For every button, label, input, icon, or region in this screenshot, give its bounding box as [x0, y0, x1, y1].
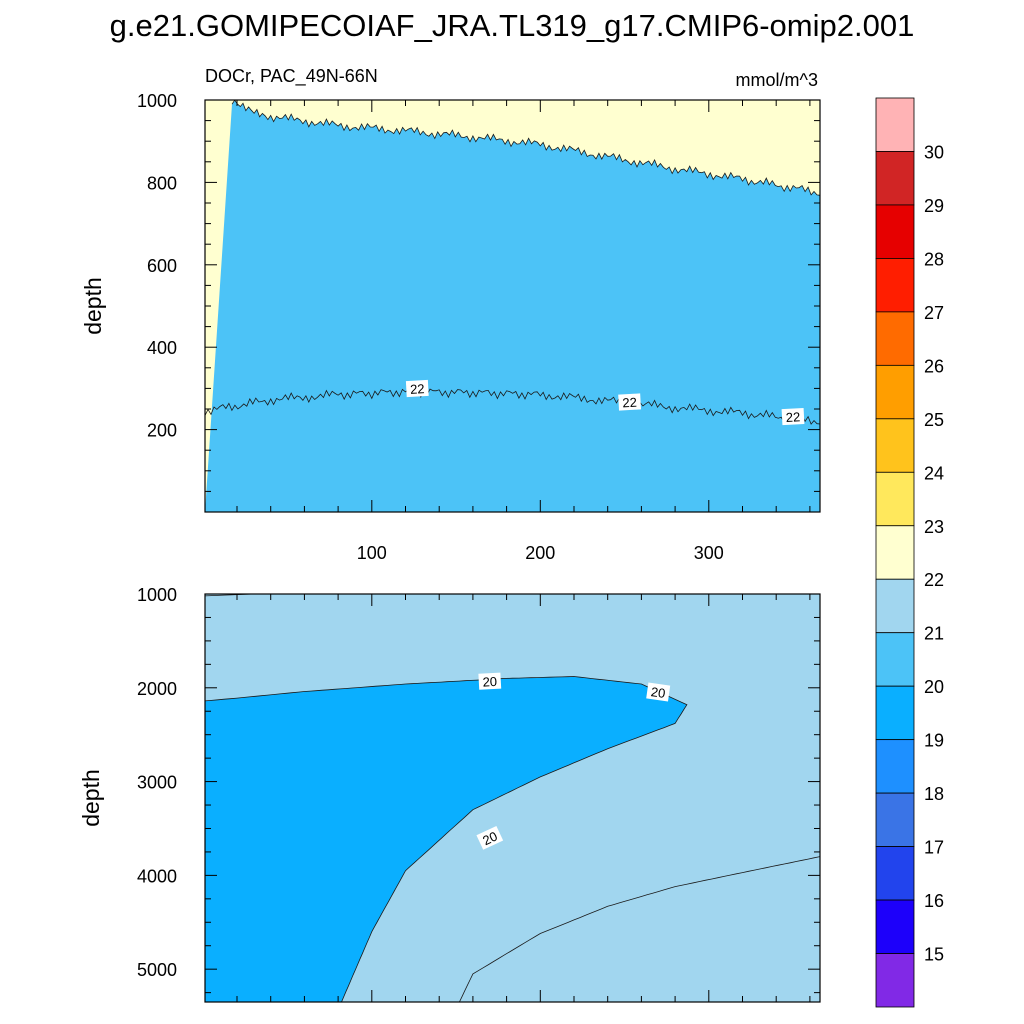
colorbar-label: 30 — [924, 142, 944, 162]
y-tick-label: 4000 — [137, 866, 177, 886]
colorbar-label: 21 — [924, 624, 944, 644]
lower-y-axis-label: depth — [78, 769, 104, 827]
colorbar-label: 20 — [924, 677, 944, 697]
colorbar-swatch — [875, 258, 915, 313]
y-tick-label: 800 — [147, 173, 177, 193]
colorbar-swatch — [875, 364, 915, 420]
contour-label-text: 20 — [482, 674, 497, 690]
colorbar-swatch — [875, 525, 915, 580]
contour-label-text: 22 — [410, 381, 425, 397]
contour-label: 20 — [478, 672, 502, 690]
colorbar-label: 17 — [924, 838, 944, 858]
colorbar-label: 25 — [924, 410, 944, 430]
contour-line-22 — [205, 388, 820, 425]
colorbar-label: 28 — [924, 249, 944, 269]
x-tick-label: 200 — [525, 543, 555, 563]
colorbar-swatch — [875, 953, 915, 1008]
colorbar-label: 18 — [924, 784, 944, 804]
colorbar-swatch — [875, 418, 915, 473]
colorbar-swatch — [875, 846, 915, 901]
plot-frame — [204, 593, 821, 1003]
colorbar-label: 29 — [924, 196, 944, 216]
contour-label-box — [781, 408, 805, 426]
plot-area — [205, 594, 820, 1002]
contour-line-21 — [231, 100, 820, 196]
colorbar-swatch — [875, 578, 915, 634]
upper-panel: 22 22 22 100 200 300 200 400 600 800 1000 — [137, 91, 821, 563]
plot-area — [205, 100, 820, 512]
colorbar-swatch — [875, 739, 915, 794]
contour-label-box — [405, 379, 429, 398]
contour-label-box — [476, 826, 504, 850]
contour-label-text: 22 — [622, 395, 637, 411]
contour-label-box — [618, 393, 642, 411]
contour-label: 20 — [476, 826, 504, 850]
contour-label-box — [646, 682, 671, 702]
colorbar-swatch — [875, 685, 915, 741]
contour-line-21 — [459, 856, 820, 1002]
y-tick-label: 3000 — [137, 773, 177, 793]
colorbar-swatch — [875, 792, 915, 847]
colorbar-swatch — [875, 151, 915, 206]
x-tick-label: 100 — [357, 543, 387, 563]
contour-fill-20 — [205, 676, 687, 1002]
colorbar-swatch — [875, 97, 915, 152]
colorbar-swatch — [875, 899, 915, 954]
contour-fill-21 — [459, 856, 820, 1002]
y-tick-label: 1000 — [137, 91, 177, 111]
contour-label: 20 — [646, 682, 671, 702]
contour-label: 22 — [405, 379, 429, 398]
colorbar-label: 19 — [924, 731, 944, 751]
x-tick-label: 300 — [694, 543, 724, 563]
y-tick-label: 400 — [147, 338, 177, 358]
y-tick-label: 600 — [147, 256, 177, 276]
colorbar-label: 15 — [924, 945, 944, 965]
colorbar-swatch — [875, 204, 915, 259]
contour-label: 22 — [781, 408, 805, 426]
units-label: mmol/m^3 — [736, 70, 818, 90]
upper-y-axis-label: depth — [80, 277, 106, 335]
contour-label: 22 — [618, 393, 642, 411]
chart-title: g.e21.GOMIPECOIAF_JRA.TL319_g17.CMIP6-om… — [110, 8, 915, 43]
contour-label-text: 20 — [650, 684, 666, 701]
y-tick-label: 2000 — [137, 679, 177, 699]
colorbar-label: 26 — [924, 356, 944, 376]
lower-panel: 20 20 20 1000 2000 3000 4000 5000 — [137, 585, 821, 1003]
colorbar-label: 24 — [924, 463, 944, 483]
colorbar-label: 16 — [924, 891, 944, 911]
colorbar-swatch — [875, 471, 915, 527]
colorbar-swatch — [875, 632, 915, 687]
colorbar-swatch — [875, 311, 915, 366]
contour-label-text: 20 — [480, 828, 499, 848]
y-tick-label: 200 — [147, 421, 177, 441]
colorbar: 30 29 28 27 26 25 24 23 22 21 20 19 18 17 16 15 — [875, 97, 944, 1008]
colorbar-label: 23 — [924, 517, 944, 537]
variable-label: DOCr, PAC_49N-66N — [205, 66, 378, 87]
contour-label-text: 22 — [785, 409, 800, 425]
colorbar-label: 22 — [924, 570, 944, 590]
y-tick-label: 1000 — [137, 585, 177, 605]
y-tick-label: 5000 — [137, 960, 177, 980]
colorbar-label: 27 — [924, 303, 944, 323]
contour-line-20 — [205, 676, 688, 1002]
contour-label-box — [478, 672, 502, 690]
